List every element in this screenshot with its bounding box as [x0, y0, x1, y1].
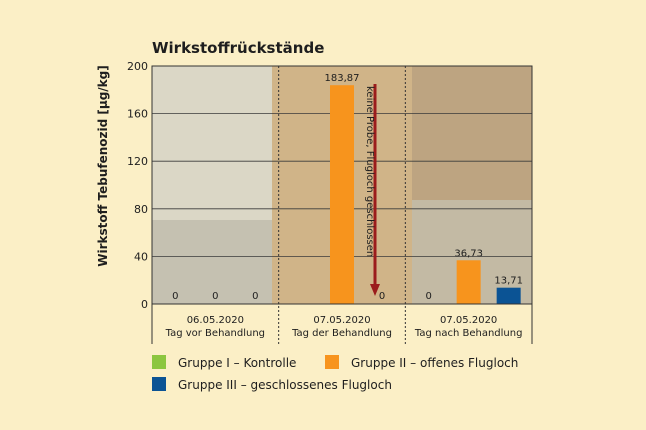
- legend-label: Gruppe I – Kontrolle: [178, 356, 296, 370]
- y-tick-label: 80: [134, 203, 148, 216]
- data-label: 13,71: [494, 276, 523, 287]
- legend-swatch: [152, 377, 166, 391]
- y-axis-ticks: 0 40 80 120 160 200: [127, 60, 148, 311]
- data-labels: 0 0 0 183,87 0 0 36,73 13,71: [172, 73, 523, 302]
- y-tick-label: 160: [127, 108, 148, 121]
- y-axis-label: Wirkstoff Tebufenozid [µg/kg]: [96, 65, 110, 267]
- photo-region-screen: [152, 220, 282, 304]
- data-label: 0: [212, 291, 218, 302]
- category-date: 06.05.2020: [187, 315, 244, 326]
- y-tick-label: 120: [127, 155, 148, 168]
- data-label: 183,87: [325, 73, 360, 84]
- y-tick-label: 0: [141, 298, 148, 311]
- category-date: 07.05.2020: [440, 315, 497, 326]
- category-label: Tag vor Behandlung: [165, 328, 265, 339]
- y-tick-label: 40: [134, 250, 148, 263]
- legend-swatch: [325, 355, 339, 369]
- data-label: 0: [252, 291, 258, 302]
- annotation-text: keine Probe, Flugloch geschlossen: [364, 86, 375, 257]
- bar: [456, 260, 481, 304]
- legend-label: Gruppe III – geschlossenes Flugloch: [178, 378, 392, 392]
- category-label: Tag nach Behandlung: [414, 328, 523, 339]
- legend-swatch: [152, 355, 166, 369]
- bars: [330, 85, 521, 304]
- data-label: 0: [172, 291, 178, 302]
- category-date: 07.05.2020: [313, 315, 370, 326]
- data-label: 0: [379, 291, 385, 302]
- category-labels: 06.05.2020 Tag vor Behandlung 07.05.2020 Ta…: [165, 315, 523, 339]
- bar: [330, 85, 354, 304]
- legend: Gruppe I – Kontrolle Gruppe II – offenes …: [152, 355, 518, 392]
- y-tick-label: 200: [127, 60, 148, 73]
- annotation-arrow-head: [370, 284, 380, 296]
- plot-area: 0 0 0 183,87 0 0 36,73 13,71 keine Probe, Flugl…: [151, 65, 533, 344]
- legend-label: Gruppe II – offenes Flugloch: [351, 356, 518, 370]
- bar: [496, 287, 521, 304]
- chart-title: Wirkstoffrückstände: [152, 39, 324, 57]
- data-label: 36,73: [454, 248, 483, 259]
- data-label: 0: [425, 291, 431, 302]
- category-label: Tag der Behandlung: [291, 328, 392, 339]
- category-separators: [151, 66, 533, 344]
- annotation: keine Probe, Flugloch geschlossen: [364, 84, 380, 296]
- plot-frame: [151, 65, 533, 305]
